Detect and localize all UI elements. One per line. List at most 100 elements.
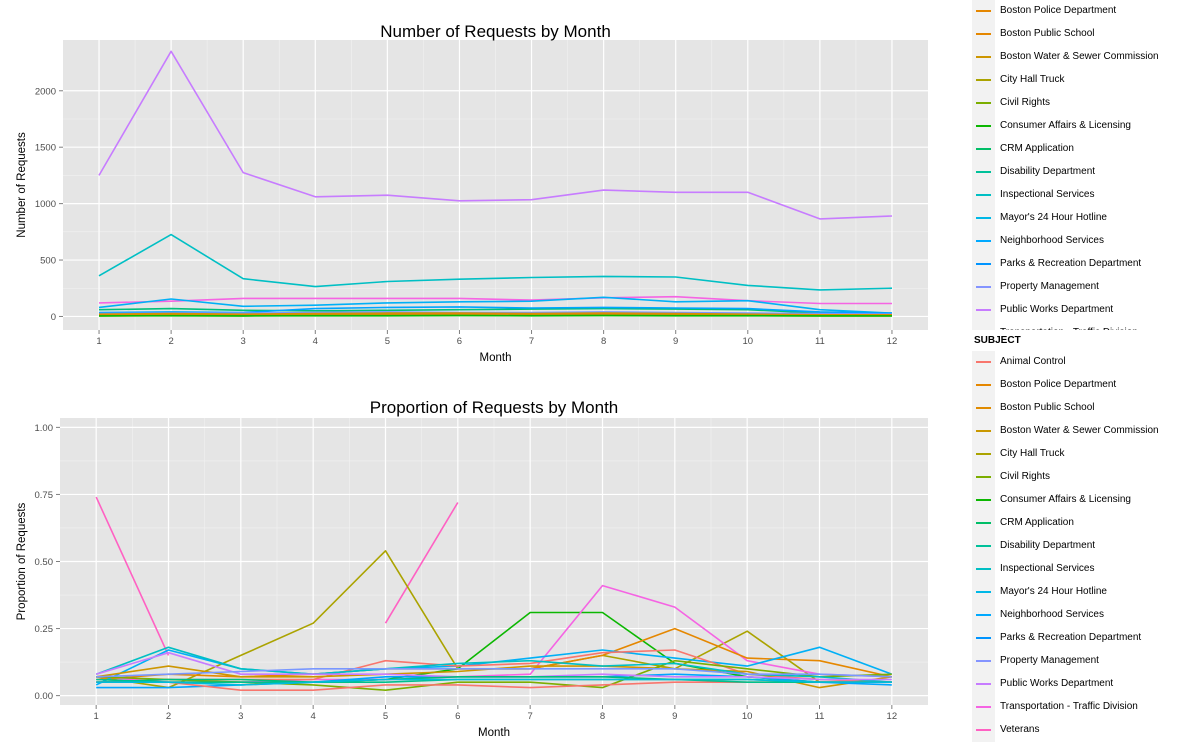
- y-tick-label: 1000: [35, 199, 56, 210]
- legend-item: Neighborhood Services: [972, 604, 1198, 627]
- legend-top: Boston Police Department Boston Public Sc…: [972, 0, 1198, 330]
- legend-label: Boston Public School: [1000, 28, 1095, 39]
- legend-swatch: [976, 499, 991, 501]
- legend-item: Parks & Recreation Department: [972, 253, 1198, 276]
- legend-swatch: [976, 263, 991, 265]
- legend-key: [972, 374, 995, 397]
- x-tick-label: 9: [672, 711, 677, 722]
- y-tick-label: 500: [40, 256, 56, 267]
- legend-swatch: [976, 706, 991, 708]
- legend-item: Inspectional Services: [972, 558, 1198, 581]
- x-tick-label: 3: [241, 336, 246, 347]
- legend-item: Consumer Affairs & Licensing: [972, 115, 1198, 138]
- y-tick-label: 0: [51, 312, 56, 323]
- legend-label: Consumer Affairs & Licensing: [1000, 494, 1131, 505]
- legend-swatch: [976, 522, 991, 524]
- legend-key: [972, 115, 995, 138]
- legend-label: Disability Department: [1000, 540, 1096, 551]
- legend-label: Transportation - Traffic Division: [1000, 701, 1138, 712]
- legend-label: Boston Police Department: [1000, 5, 1117, 16]
- legend-label: CRM Application: [1000, 517, 1074, 528]
- x-tick-label: 10: [743, 336, 754, 347]
- legend-label: Civil Rights: [1000, 97, 1051, 108]
- legend-item: Boston Public School: [972, 23, 1198, 46]
- legend-item: Parks & Recreation Department: [972, 627, 1198, 650]
- x-tick-label: 10: [742, 711, 753, 722]
- legend-item: Public Works Department: [972, 299, 1198, 322]
- legend-label: Property Management: [1000, 655, 1099, 666]
- legend-label: Neighborhood Services: [1000, 235, 1104, 246]
- legend-label: Civil Rights: [1000, 471, 1051, 482]
- legend-swatch: [976, 407, 991, 409]
- legend-label: Consumer Affairs & Licensing: [1000, 120, 1131, 131]
- legend-label: Mayor's 24 Hour Hotline: [1000, 586, 1107, 597]
- y-axis-label: Proportion of Requests: [16, 502, 28, 620]
- legend-key: [972, 184, 995, 207]
- legend-item: Disability Department: [972, 535, 1198, 558]
- series-line: [98, 295, 892, 305]
- legend-key: [972, 230, 995, 253]
- legend-key: [972, 46, 995, 69]
- legend-swatch: [976, 430, 991, 432]
- legend-key: [972, 696, 995, 719]
- series-line: [384, 502, 459, 624]
- legend-label: Public Works Department: [1000, 304, 1114, 315]
- series-line: [96, 667, 892, 678]
- legend-key: [972, 719, 995, 742]
- legend-item: Mayor's 24 Hour Hotline: [972, 207, 1198, 230]
- legend-item: Veterans: [972, 719, 1198, 742]
- legend-key: [972, 161, 995, 184]
- legend-swatch: [976, 545, 991, 547]
- x-tick-label: 4: [313, 336, 318, 347]
- legend-swatch: [976, 637, 991, 639]
- series-line: [96, 678, 892, 686]
- chart-title: Proportion of Requests by Month: [370, 398, 619, 417]
- x-tick-label: 4: [311, 711, 316, 722]
- legend-label: Boston Public School: [1000, 402, 1095, 413]
- legend-key: [972, 512, 995, 535]
- legend-swatch: [976, 10, 991, 12]
- legend-label: Parks & Recreation Department: [1000, 632, 1142, 643]
- legend-swatch: [976, 171, 991, 173]
- legend-item: Boston Water & Sewer Commission: [972, 420, 1198, 443]
- series-line: [95, 496, 170, 656]
- x-tick-label: 8: [601, 336, 606, 347]
- legend-item: Transportation - Traffic Division: [972, 696, 1198, 719]
- legend-item: Consumer Affairs & Licensing: [972, 489, 1198, 512]
- legend-label: Parks & Recreation Department: [1000, 258, 1142, 269]
- legend-label: Veterans: [1000, 724, 1040, 735]
- legend-swatch: [976, 125, 991, 127]
- legend-swatch: [976, 476, 991, 478]
- legend-key: [972, 535, 995, 558]
- legend-item: CRM Application: [972, 138, 1198, 161]
- x-tick-label: 1: [96, 336, 101, 347]
- legend-key: [972, 443, 995, 466]
- legend-item: Inspectional Services: [972, 184, 1198, 207]
- legend-key: [972, 207, 995, 230]
- legend-swatch: [976, 384, 991, 386]
- legend-key: [972, 276, 995, 299]
- legend-key: [972, 627, 995, 650]
- legend-swatch: [976, 453, 991, 455]
- legend-key: [972, 0, 995, 23]
- legend-item: Civil Rights: [972, 92, 1198, 115]
- y-tick-label: 2000: [35, 86, 56, 97]
- legend-item: Boston Water & Sewer Commission: [972, 46, 1198, 69]
- legend-swatch: [976, 56, 991, 58]
- legend-label: City Hall Truck: [1000, 74, 1065, 85]
- legend-item: CRM Application: [972, 512, 1198, 535]
- legend-label: Neighborhood Services: [1000, 609, 1104, 620]
- legend-swatch: [976, 361, 991, 363]
- legend-swatch: [976, 614, 991, 616]
- legend-key: [972, 138, 995, 161]
- legend-item: Neighborhood Services: [972, 230, 1198, 253]
- legend-key: [972, 322, 995, 330]
- x-tick-label: 8: [600, 711, 605, 722]
- legend-label: Property Management: [1000, 281, 1099, 292]
- legend-key: [972, 23, 995, 46]
- x-tick-label: 12: [887, 711, 898, 722]
- legend-item: Boston Police Department: [972, 374, 1198, 397]
- legend-label: Animal Control: [1000, 356, 1066, 367]
